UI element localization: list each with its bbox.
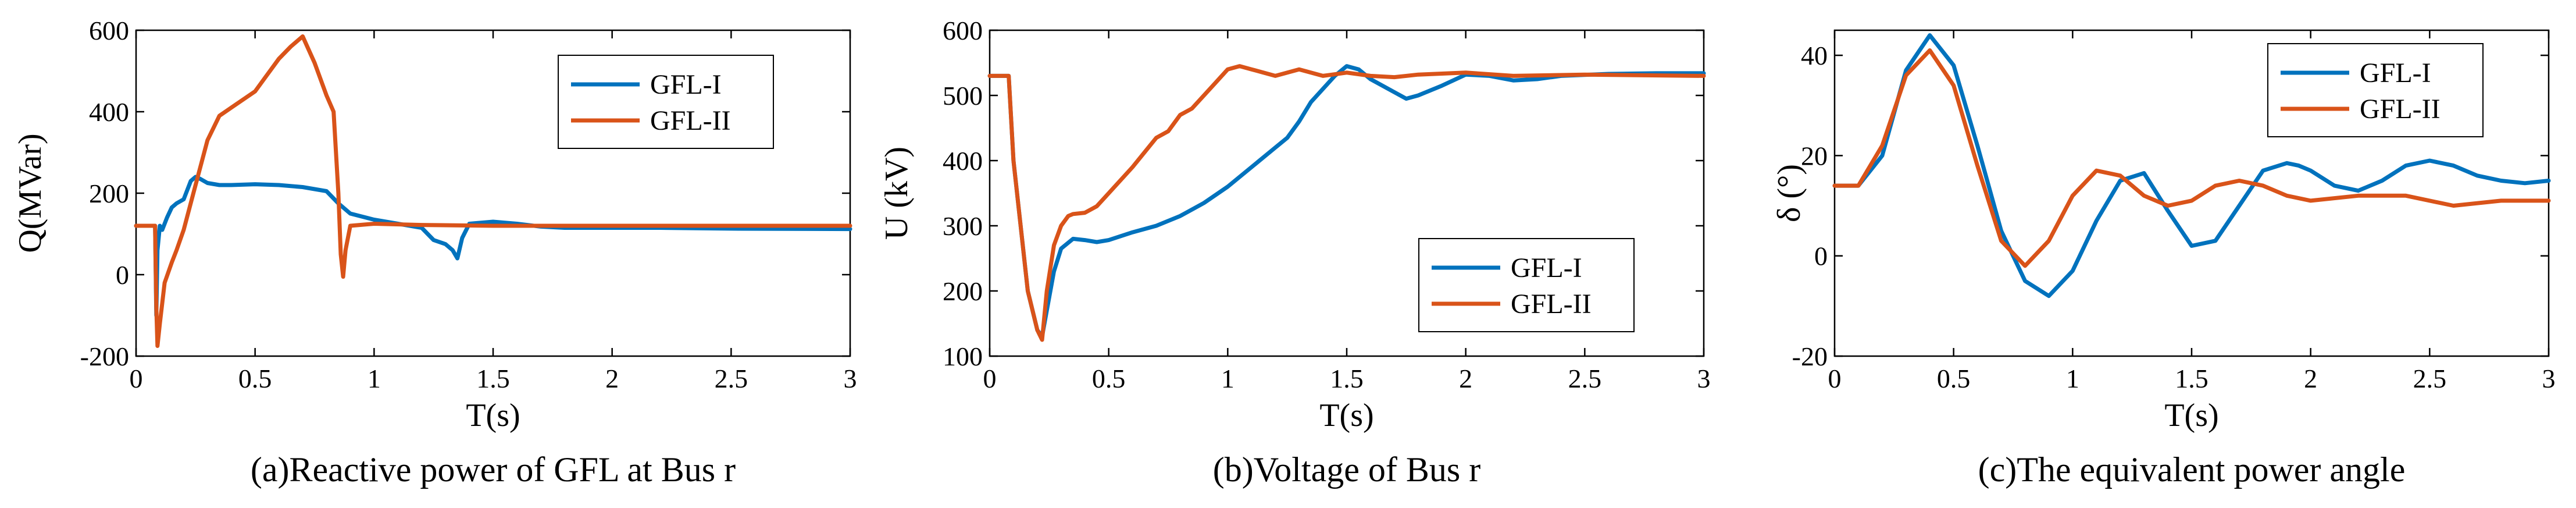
legend-label: GFL-I (2360, 58, 2431, 88)
y-axis-label: δ (°) (1771, 164, 1807, 222)
y-tick-label: 40 (1801, 41, 1828, 70)
x-tick-label: 1.5 (476, 364, 510, 393)
x-tick-label: 0.5 (238, 364, 272, 393)
x-tick-label: 2 (1459, 364, 1472, 393)
y-axis-label: U (kV) (879, 147, 915, 240)
x-tick-label: 3 (1697, 364, 1711, 393)
x-tick-label: 1.5 (2175, 364, 2208, 393)
legend-label: GFL-I (650, 69, 722, 100)
panel-caption: (b)Voltage of Bus r (1213, 450, 1481, 489)
y-tick-label: -200 (80, 342, 129, 371)
x-axis-label: T(s) (2164, 397, 2218, 434)
y-tick-label: 600 (943, 16, 983, 45)
y-tick-label: 600 (89, 16, 129, 45)
legend-box (2267, 43, 2484, 137)
series-line-gfl-i (1832, 33, 2551, 299)
series-line-gfl-i (134, 175, 852, 318)
x-tick-label: 0.5 (1937, 364, 1971, 393)
x-tick-label: 0 (983, 364, 997, 393)
chart-panel: 0 0.5 1 1.5 2 2.5 3-2000200400600T(s)Q(MVar)(a… (12, 16, 857, 489)
x-axis-label: T(s) (466, 397, 520, 434)
y-tick-label: 0 (1814, 241, 1828, 271)
x-tick-label: 1.5 (1330, 364, 1364, 393)
x-tick-label: 0 (1828, 364, 1842, 393)
legend: GFL-I GFL-II (1418, 238, 1635, 332)
legend-label: GFL-II (2360, 94, 2441, 125)
x-tick-label: 2.5 (2413, 364, 2447, 393)
y-tick-label: -20 (1792, 342, 1828, 371)
x-tick-label: 1 (368, 364, 381, 393)
legend-label: GFL-I (1511, 253, 1582, 283)
x-tick-label: 1 (1221, 364, 1235, 393)
y-tick-label: 200 (89, 179, 129, 208)
y-tick-label: 400 (943, 146, 983, 176)
x-tick-label: 0.5 (1092, 364, 1126, 393)
legend: GFL-I GFL-II (558, 55, 774, 149)
series-line-gfl-ii (987, 64, 1706, 342)
y-tick-label: 200 (943, 276, 983, 306)
y-tick-label: 0 (116, 260, 129, 290)
legend-box (558, 55, 774, 149)
legend: GFL-I GFL-II (2267, 43, 2484, 137)
panel-caption: (a)Reactive power of GFL at Bus r (251, 450, 736, 489)
x-tick-label: 2.5 (1568, 364, 1602, 393)
y-tick-label: 400 (89, 97, 129, 127)
x-tick-label: 2 (2304, 364, 2317, 393)
series-line-gfl-ii (134, 34, 852, 348)
x-tick-label: 0 (130, 364, 143, 393)
legend-label: GFL-II (1511, 289, 1592, 319)
y-tick-label: 500 (943, 81, 983, 111)
y-tick-label: 300 (943, 211, 983, 241)
x-tick-label: 2 (605, 364, 619, 393)
x-axis-label: T(s) (1319, 397, 1373, 434)
y-axis-label: Q(MVar) (12, 133, 48, 253)
legend-label: GFL-II (650, 105, 731, 136)
x-tick-label: 1 (2066, 364, 2079, 393)
x-tick-label: 2.5 (715, 364, 748, 393)
legend-box (1418, 238, 1635, 332)
chart-panel: 0 0.5 1 1.5 2 2.5 3 100 200 300 400 500 600 T(s) U (kV… (879, 16, 1711, 489)
panel-caption: (c)The equivalent power angle (1978, 450, 2406, 489)
x-tick-label: 3 (844, 364, 857, 393)
series-line-gfl-ii (1832, 48, 2551, 268)
y-tick-label: 20 (1801, 141, 1828, 170)
y-tick-label: 100 (943, 342, 983, 371)
x-tick-label: 3 (2542, 364, 2556, 393)
